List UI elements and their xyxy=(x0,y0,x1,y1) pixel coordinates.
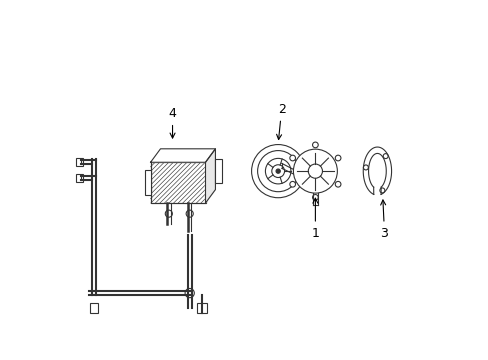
Circle shape xyxy=(335,155,340,161)
Circle shape xyxy=(251,145,304,198)
Bar xyxy=(150,162,205,203)
Circle shape xyxy=(185,288,194,298)
Bar xyxy=(144,170,150,195)
Bar xyxy=(89,303,98,313)
Circle shape xyxy=(379,188,384,193)
Bar xyxy=(150,162,205,203)
Circle shape xyxy=(276,169,280,173)
Circle shape xyxy=(363,165,367,170)
Bar xyxy=(215,159,222,184)
Bar xyxy=(76,158,82,166)
Circle shape xyxy=(312,194,318,200)
Text: 1: 1 xyxy=(311,198,319,240)
Circle shape xyxy=(293,149,337,193)
Circle shape xyxy=(289,181,295,187)
Text: 3: 3 xyxy=(380,200,387,240)
Bar xyxy=(76,174,82,182)
Circle shape xyxy=(289,155,295,161)
Polygon shape xyxy=(205,149,215,203)
Circle shape xyxy=(383,154,387,159)
Text: 4: 4 xyxy=(168,107,176,138)
Circle shape xyxy=(312,142,318,148)
Circle shape xyxy=(335,181,340,187)
Bar xyxy=(196,303,207,313)
Text: 2: 2 xyxy=(276,103,285,139)
Polygon shape xyxy=(150,149,215,162)
